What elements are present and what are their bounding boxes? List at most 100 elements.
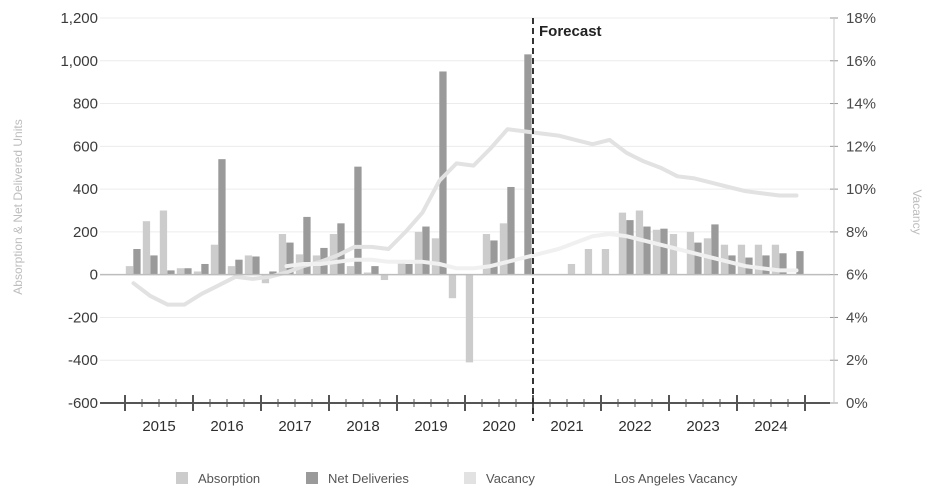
x-tick-label: 2023 (686, 418, 719, 435)
y-left-tick-label: 1,200 (60, 10, 98, 27)
net-deliveries-bar (354, 166, 362, 275)
net-deliveries-bar (337, 223, 345, 275)
legend-swatch-vacancy (464, 472, 476, 484)
los-angeles-vacancy-line (284, 232, 799, 273)
y-axis-left-title: Absorption & Net Delivered Units (11, 119, 25, 294)
absorption-bar (414, 231, 423, 275)
absorption-bar (448, 274, 457, 299)
y-right-tick-label: 0% (846, 395, 868, 412)
absorption-bar (771, 244, 780, 275)
net-deliveries-bar (201, 263, 209, 275)
absorption-bar (125, 266, 134, 275)
absorption-bar (210, 244, 219, 275)
net-deliveries-bar (762, 255, 770, 275)
legend: Absorption Net Deliveries Vacancy Los Angel… (176, 471, 738, 486)
net-deliveries-bar (133, 249, 141, 275)
absorption-bar (431, 238, 440, 275)
net-deliveries-bar (303, 216, 311, 275)
y-left-tick-label: -200 (68, 309, 98, 326)
absorption-bar (465, 274, 474, 363)
y-right-tick-label: 16% (846, 53, 876, 70)
net-deliveries-bar (269, 271, 277, 275)
absorption-bar (329, 234, 338, 275)
absorption-bar (278, 234, 287, 275)
y-left-tick-label: 600 (73, 138, 98, 155)
y-left-tick-label: 400 (73, 181, 98, 198)
absorption-bar (193, 271, 202, 275)
y-right-tick-label: 10% (846, 181, 876, 198)
y-right-tick-label: 6% (846, 267, 868, 284)
x-tick-label: 2021 (550, 418, 583, 435)
absorption-bar (601, 249, 610, 275)
y-left-tick-label: 800 (73, 96, 98, 113)
absorption-bar (584, 249, 593, 275)
net-deliveries-bar (439, 71, 447, 275)
x-tick-label: 2022 (618, 418, 651, 435)
legend-swatch-absorption (176, 472, 188, 484)
legend-label-los-angeles-vacancy: Los Angeles Vacancy (614, 471, 738, 486)
legend-label-vacancy: Vacancy (486, 471, 535, 486)
net-deliveries-bar (405, 263, 413, 275)
y-right-tick-label: 14% (846, 96, 876, 113)
absorption-bar (567, 263, 576, 275)
net-deliveries-bar (150, 255, 158, 275)
net-deliveries-bar (643, 226, 651, 275)
x-tick-label: 2020 (482, 418, 515, 435)
net-deliveries-bar (235, 259, 243, 275)
absorption-bar (669, 234, 678, 275)
y-left-tick-label: 1,000 (60, 53, 98, 70)
net-deliveries-bar (660, 228, 668, 275)
x-tick-label: 2015 (142, 418, 175, 435)
forecast-label: Forecast (539, 23, 602, 40)
absorption-bar (380, 274, 389, 281)
legend-label-net-deliveries: Net Deliveries (328, 471, 409, 486)
absorption-bar (346, 266, 355, 275)
absorption-bar (176, 268, 185, 275)
net-deliveries-bar (490, 240, 498, 275)
net-deliveries-bar (796, 251, 804, 275)
axes: -600 -400 -200 0 200 400 600 800 1,000 1,200 0% 2% 4… (60, 10, 876, 435)
net-deliveries-bar (626, 220, 634, 275)
y-right-tick-label: 12% (846, 138, 876, 155)
x-tick-label: 2017 (278, 418, 311, 435)
x-tick-label: 2016 (210, 418, 243, 435)
absorption-bar (618, 212, 627, 275)
y-right-tick-label: 4% (846, 309, 868, 326)
absorption-bar (227, 266, 236, 275)
legend-label-absorption: Absorption (198, 471, 260, 486)
net-deliveries-bar (779, 253, 787, 275)
net-deliveries-bar (286, 242, 294, 275)
vacancy-line (131, 127, 799, 307)
net-deliveries-bar (728, 255, 736, 275)
absorption-bar (635, 210, 644, 275)
y-left-tick-label: -400 (68, 352, 98, 369)
y-left-tick-label: 0 (90, 267, 98, 284)
y-right-tick-label: 8% (846, 224, 868, 241)
net-deliveries-bar (252, 256, 260, 275)
y-left-tick-label: 200 (73, 224, 98, 241)
net-deliveries-bar (694, 242, 702, 275)
absorption-bar (499, 223, 508, 275)
y-left-tick-label: -600 (68, 395, 98, 412)
gridlines (100, 17, 830, 404)
net-deliveries-bar (184, 268, 192, 275)
x-tick-label: 2019 (414, 418, 447, 435)
net-deliveries-bar (422, 226, 430, 275)
absorption-bar (159, 210, 168, 275)
x-tick-label: 2024 (754, 418, 787, 435)
vacancy-lines (131, 127, 799, 307)
absorption-bar (397, 261, 406, 275)
forecast-marker: Forecast (532, 18, 602, 421)
net-deliveries-bar (167, 270, 175, 275)
absorption-bar (737, 244, 746, 275)
net-deliveries-bar (711, 224, 719, 275)
bars (125, 54, 804, 363)
absorption-bar (652, 229, 661, 275)
absorption-bar (482, 234, 491, 275)
y-right-tick-label: 18% (846, 10, 876, 27)
net-deliveries-bar (507, 186, 515, 275)
y-right-tick-label: 2% (846, 352, 868, 369)
x-tick-label: 2018 (346, 418, 379, 435)
